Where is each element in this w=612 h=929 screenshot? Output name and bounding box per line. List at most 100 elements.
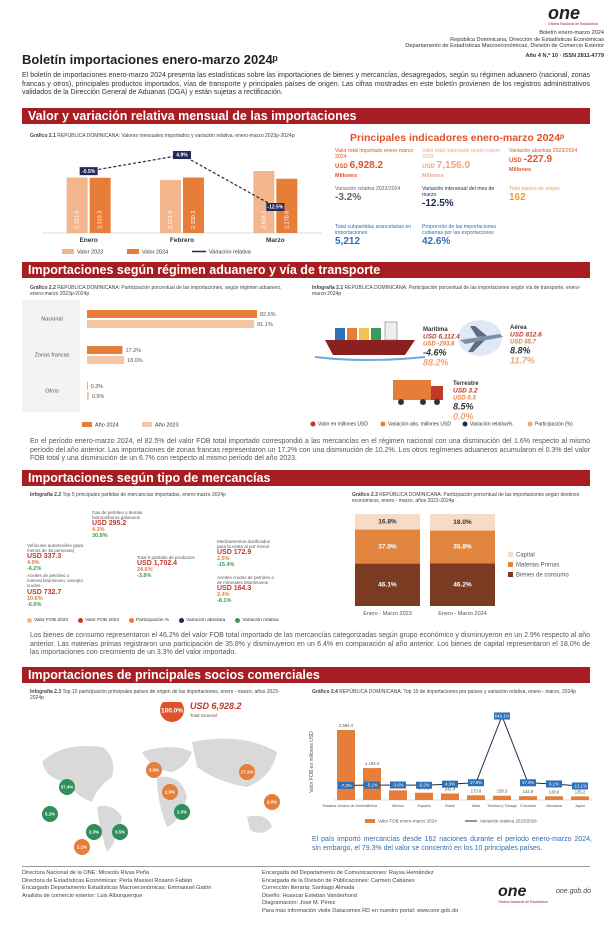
legend-label: Año 2023 [155, 422, 179, 428]
variation-label: 6.1% [549, 781, 559, 786]
total-label: Total General [190, 713, 217, 718]
value-label: 241.4 [445, 786, 456, 791]
value-label: 158.3 [497, 789, 508, 794]
chart: Nacional 82.5% 81.1% Zonas francas 17.2% 18.0… [22, 300, 276, 428]
products-infographic: Gas de petróleo y demás hidrocarburos ga… [22, 505, 327, 630]
transport-share: 11.7% [510, 356, 535, 366]
product-share: 10.6% [27, 595, 43, 602]
variation-label-box [338, 781, 354, 789]
country-bubble [239, 764, 255, 780]
caption-text: REPÚBLICA DOMINICANA: Participación porc… [30, 285, 282, 297]
legend-label: Valor en millones USD [318, 421, 368, 427]
logo: one Oficina Nacional de Estadística [548, 4, 604, 26]
value-label: 2,331.6 [75, 211, 81, 229]
caption: Gráfico 2.3 REPÚBLICA DOMINICANA: Partic… [352, 492, 592, 504]
transport-abs: USD -293.8 [423, 342, 455, 348]
bar [571, 796, 589, 800]
paragraph: En el período enero-marzo 2024, el 82.5%… [30, 438, 590, 463]
legend-label: Capital [516, 553, 535, 559]
category-label: Trinidad y Tobago [487, 804, 517, 808]
bar [276, 178, 298, 233]
legend-label: Participación (%) [535, 421, 573, 427]
category-label: Enero [79, 237, 97, 244]
value-label: 82.5% [260, 312, 276, 318]
variation-label: -13.1% [573, 783, 587, 788]
bar-segment [355, 514, 420, 530]
y-axis-label: Valor FOB en millones USD [309, 731, 315, 793]
product-name: Total 5 partidas de productos [137, 555, 195, 560]
bar [87, 392, 89, 400]
transport-value: USD 812.6 [510, 332, 542, 339]
total-share: 100.0% [161, 708, 183, 715]
legend-label: Variación relativa% [470, 421, 513, 427]
caption: Gráfico 2.4 REPÚBLICA DOMINICANA: Top 10… [312, 689, 592, 695]
category-label: Febrero [170, 237, 194, 244]
variation-label-box [390, 781, 406, 789]
indicators-title: Principales indicadores enero-marzo 2024… [350, 132, 565, 144]
section-title: Importaciones según régimen aduanero y v… [22, 262, 590, 278]
category-label: Brasil [445, 804, 455, 808]
product: Gas de petróleo y demás hidrocarburos ga… [92, 510, 192, 539]
variation-label: -7.3% [340, 783, 351, 788]
caption-label: Gráfico 2.4 [312, 689, 338, 695]
legend-swatch [310, 421, 316, 427]
value-label: 173.8 [471, 788, 482, 793]
indicator-value: -3.2% [335, 192, 419, 204]
variation-line [88, 154, 276, 208]
indicator: Total países de origen 162 [509, 186, 593, 204]
paragraph: El país importó mercancías desde 162 nac… [312, 836, 592, 852]
indicator-unit: Millones [422, 173, 445, 179]
legend-label: Valor 2024 [142, 249, 168, 255]
category-label: México [392, 804, 404, 808]
value-label: 35.8% [453, 544, 472, 551]
indicator-label: Variación relativa 2023/2024 [335, 186, 401, 192]
website: one.gob.do [556, 888, 592, 895]
product-share: 24.6% [137, 567, 153, 574]
country-share: 5.2% [45, 811, 55, 816]
header-line: Año 4 N.º 10 · ISSN 2811-4779 [525, 52, 604, 59]
caption-text: REPÚBLICA DOMINICANA: Participación porc… [352, 492, 580, 504]
bar [183, 177, 204, 233]
chart: Valor FOB en millones USD 2,594.4 Estados … [309, 712, 593, 824]
value-label: 46.2% [453, 581, 472, 588]
intro: El boletín de importaciones enero-marzo … [22, 72, 590, 97]
country-bubble [146, 762, 162, 778]
indicators: Valor total importado enero-marzo 2024 US… [335, 148, 595, 260]
value-label: 81.1% [257, 322, 273, 328]
divider [22, 866, 590, 867]
logo-subtitle: Oficina Nacional de Estadística [498, 900, 548, 904]
caption-text: REPÚBLICA DOMINICANA: Valores mensuales … [57, 133, 295, 139]
credit: Directora Nacional de la ONE: Miosotis R… [22, 870, 150, 876]
legend-item: Valor FOB 2023 [27, 618, 68, 623]
country-bubble [86, 824, 102, 840]
credit: Encargada del Departamento de Comunicaci… [262, 870, 434, 876]
legend-label: Variación relativa [242, 618, 279, 623]
bar-segment [430, 514, 495, 531]
product-name: Gas de petróleo y demás hidrocarburos ga… [92, 510, 143, 521]
indicator: Valor total importado enero-marzo 2023 US… [422, 148, 506, 179]
category-label: Enero - Marzo 2024 [438, 611, 487, 617]
legend-swatch [235, 618, 241, 623]
legend-swatch [62, 249, 74, 254]
product-name: Aceites crudos de petróleo o de minerale… [217, 575, 275, 586]
transport-name: Marítima [423, 327, 448, 333]
credits-right: Encargada del Departamento de Comunicaci… [262, 870, 458, 916]
product: Vehículos automóviles (para menos de 16 … [27, 543, 127, 572]
legend-item: Participación % [129, 618, 169, 623]
value-label: 18.0% [127, 358, 143, 364]
product-variation: -6.6% [27, 601, 42, 608]
product-variation: -6.2% [27, 566, 42, 573]
credit: Encargada de la División de Publicacione… [262, 877, 415, 884]
legend-swatch [508, 552, 513, 557]
indicator-label: Total subpartidas arancelarias en import… [335, 224, 412, 236]
variation-label-box [173, 151, 191, 159]
footer-logo: one Oficina Nacional de Estadística [498, 884, 548, 905]
credit: Diagramación: José M. Pérez [262, 900, 336, 907]
value-label: 2,319.3 [98, 211, 104, 229]
transport-name: Terrestre [453, 381, 479, 387]
variation-label: 649.1% [495, 713, 510, 718]
product-value: USD 295.2 [92, 520, 127, 528]
product-variation: -8.1% [217, 598, 232, 605]
